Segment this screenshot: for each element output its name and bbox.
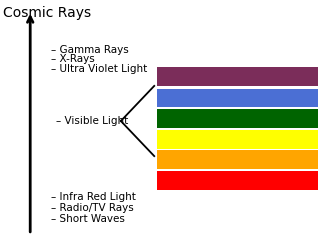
Text: – X-Rays: – X-Rays [51, 54, 95, 64]
Bar [157, 89, 318, 107]
Bar [157, 67, 318, 86]
Bar [157, 109, 318, 128]
Bar [157, 171, 318, 190]
Text: – Radio/TV Rays: – Radio/TV Rays [51, 203, 134, 213]
Bar [157, 130, 318, 149]
Text: – Gamma Rays: – Gamma Rays [51, 45, 128, 55]
Text: – Short Waves: – Short Waves [51, 214, 125, 224]
Text: – Ultra Violet Light: – Ultra Violet Light [51, 64, 147, 74]
Text: Cosmic Rays: Cosmic Rays [3, 6, 91, 20]
Text: – Visible Light: – Visible Light [56, 116, 128, 126]
Text: – Infra Red Light: – Infra Red Light [51, 192, 136, 202]
Bar [157, 150, 318, 169]
